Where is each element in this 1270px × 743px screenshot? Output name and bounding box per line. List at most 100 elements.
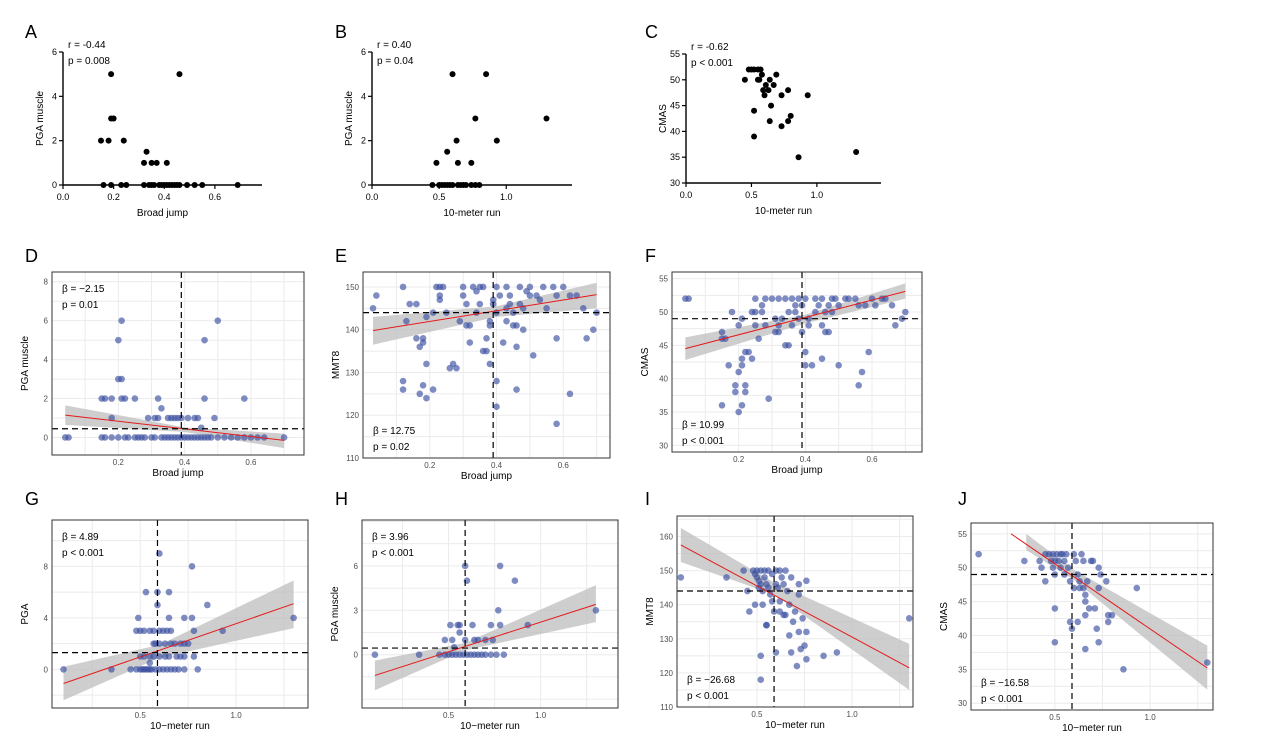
y-tick-label: 50 <box>670 75 680 85</box>
data-point <box>134 614 142 622</box>
data-point <box>566 292 574 299</box>
data-point <box>592 606 600 614</box>
data-point <box>101 434 109 441</box>
data-point <box>500 651 508 659</box>
y-tick-label: 2 <box>361 136 366 146</box>
data-point <box>511 577 519 584</box>
x-tick-label: 0.6 <box>558 461 570 470</box>
stat-annotation: p < 0.001 <box>687 691 729 702</box>
data-point <box>115 434 122 441</box>
data-point <box>146 659 154 667</box>
panel-B: B 0.0 0.5 1.0 0 2 4 6 r = 0.40 p = 0.04 10-meter r… <box>335 22 572 219</box>
data-point <box>775 295 782 302</box>
data-point <box>1082 611 1089 619</box>
data-point <box>118 317 125 324</box>
stat-annotation: p = 0.04 <box>377 56 414 67</box>
plot-border <box>361 519 619 709</box>
data-point <box>433 159 440 166</box>
y-tick-label: 140 <box>660 601 674 610</box>
data-point <box>503 283 510 291</box>
data-point <box>97 137 104 144</box>
data-point <box>108 395 115 402</box>
data-point <box>150 627 157 635</box>
panel-J: J 0.5 1.0 30 35 40 45 50 55 β = −16.58 p < 0.001 10… <box>939 489 1214 734</box>
data-point <box>141 159 148 166</box>
data-point <box>466 322 474 329</box>
y-tick-label: 6 <box>361 47 366 57</box>
data-point <box>1203 659 1211 666</box>
y-tick-label: 35 <box>670 152 680 162</box>
data-point <box>761 574 768 581</box>
panel-C: C 0.0 0.5 1.0 30 35 40 45 50 55 r = -0.62 p < 0.001… <box>645 22 881 217</box>
x-axis-label: 10-meter run <box>755 206 812 217</box>
y-tick-label: 0 <box>52 180 57 190</box>
data-point <box>780 580 787 588</box>
data-point <box>765 584 772 591</box>
data-point <box>748 355 756 362</box>
data-point <box>1093 625 1101 632</box>
data-point <box>785 632 793 639</box>
x-tick-label: 1.0 <box>811 190 824 200</box>
data-point <box>1133 584 1141 592</box>
data-point <box>718 402 726 409</box>
data-point <box>456 621 463 629</box>
regression-line <box>685 290 906 350</box>
x-tick-label: 0.0 <box>680 190 693 200</box>
x-axis-label: Broad jump <box>461 471 513 482</box>
data-point <box>161 640 169 647</box>
data-point <box>758 302 766 309</box>
data-point <box>776 608 784 615</box>
data-point <box>140 627 148 635</box>
data-point <box>825 302 832 309</box>
data-point <box>677 574 685 581</box>
data-point <box>399 386 407 393</box>
y-tick-label: 140 <box>346 326 360 335</box>
data-point <box>493 651 500 659</box>
regression-line <box>680 544 910 669</box>
panel-A: A 0.0 0.2 0.4 0.6 0 2 4 6 r = -0.44 p = 0.008 Broad… <box>25 22 262 219</box>
y-tick-label: 3 <box>354 606 359 615</box>
data-point <box>782 611 789 619</box>
data-point <box>1051 638 1059 646</box>
stat-annotation: r = -0.62 <box>691 42 729 53</box>
data-point <box>493 377 500 385</box>
x-axis-label: 10-meter run <box>443 208 500 219</box>
data-point <box>905 615 913 622</box>
plot-border <box>51 519 309 709</box>
data-point <box>799 615 806 622</box>
y-tick-label: 2 <box>44 395 49 404</box>
regression-line <box>374 603 597 676</box>
y-tick-label: 6 <box>44 317 49 326</box>
panel-label-H: H <box>335 489 348 509</box>
data-point <box>757 66 764 73</box>
data-point <box>60 666 67 673</box>
data-point <box>741 76 748 83</box>
data-point <box>740 567 747 574</box>
data-point <box>792 308 799 316</box>
data-point <box>795 591 803 598</box>
data-point <box>766 591 774 598</box>
y-tick-label: 0 <box>44 433 49 442</box>
y-tick-label: 0 <box>354 651 359 660</box>
data-point <box>725 362 732 369</box>
x-tick-label: 0.0 <box>57 192 70 202</box>
data-point <box>513 386 520 393</box>
y-tick-label: 45 <box>958 598 967 607</box>
data-point <box>1082 591 1089 599</box>
x-tick-label: 0.4 <box>491 461 503 470</box>
data-point <box>118 375 125 383</box>
data-point <box>1036 557 1043 565</box>
panel-label-F: F <box>645 246 656 266</box>
data-point <box>818 355 826 362</box>
data-point <box>1055 557 1062 565</box>
data-point <box>1080 584 1087 592</box>
y-axis-label: PGA muscle <box>35 91 46 146</box>
data-point <box>735 322 742 329</box>
stat-annotation: β = 10.99 <box>682 420 725 431</box>
data-point <box>487 621 495 629</box>
panel-label-G: G <box>25 489 39 509</box>
data-point <box>142 588 150 596</box>
data-point <box>483 71 490 78</box>
data-point <box>523 287 530 295</box>
